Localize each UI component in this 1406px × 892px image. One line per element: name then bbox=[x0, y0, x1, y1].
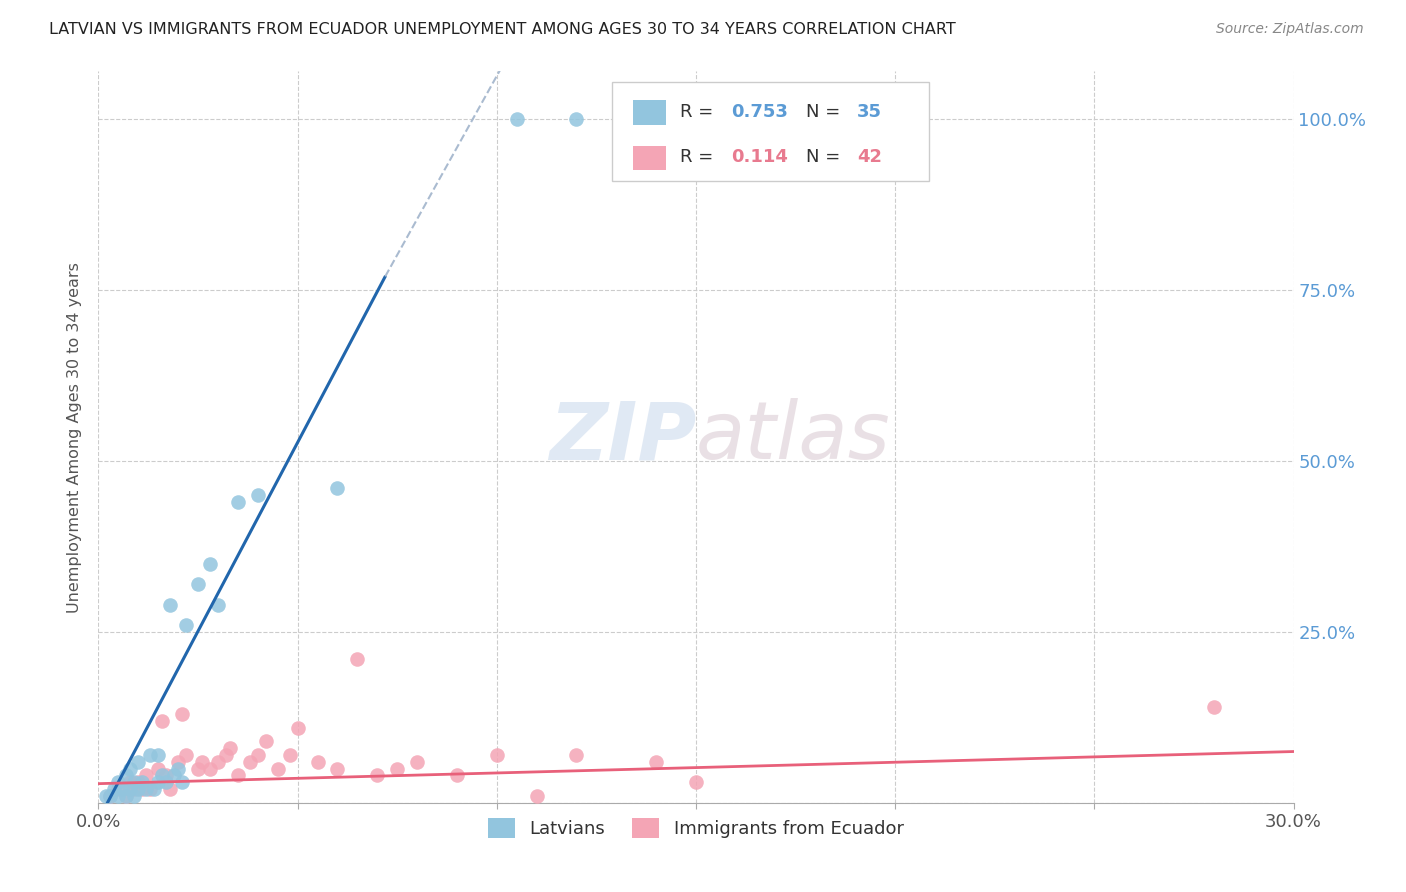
Point bbox=[187, 762, 209, 776]
Point bbox=[159, 782, 181, 797]
Point bbox=[246, 488, 269, 502]
Point bbox=[346, 652, 368, 666]
Point bbox=[150, 768, 173, 782]
Text: Source: ZipAtlas.com: Source: ZipAtlas.com bbox=[1216, 22, 1364, 37]
Point bbox=[326, 481, 349, 495]
Point bbox=[148, 775, 170, 789]
Point bbox=[246, 747, 269, 762]
Point bbox=[226, 768, 249, 782]
Point bbox=[172, 706, 194, 721]
Point bbox=[96, 789, 118, 803]
Point bbox=[103, 782, 125, 797]
Point bbox=[107, 789, 129, 803]
Point bbox=[198, 557, 221, 571]
Point bbox=[150, 714, 173, 728]
Text: N =: N = bbox=[806, 148, 846, 166]
Point bbox=[565, 112, 588, 127]
Point bbox=[127, 782, 149, 797]
Point bbox=[127, 775, 149, 789]
Point bbox=[163, 768, 186, 782]
Point bbox=[565, 747, 588, 762]
Point bbox=[239, 755, 262, 769]
Point bbox=[172, 775, 194, 789]
Point bbox=[446, 768, 468, 782]
Point bbox=[174, 747, 197, 762]
Point bbox=[207, 755, 229, 769]
Point bbox=[98, 789, 122, 803]
Point bbox=[127, 755, 149, 769]
Point bbox=[139, 782, 162, 797]
Point bbox=[198, 762, 221, 776]
Point bbox=[115, 768, 138, 782]
Point bbox=[107, 782, 129, 797]
Point bbox=[526, 789, 548, 803]
Point bbox=[131, 782, 153, 797]
Point bbox=[135, 768, 157, 782]
FancyBboxPatch shape bbox=[613, 82, 929, 181]
Text: R =: R = bbox=[681, 103, 720, 120]
Point bbox=[187, 577, 209, 591]
Point bbox=[685, 775, 707, 789]
Point bbox=[167, 762, 190, 776]
Point bbox=[366, 768, 388, 782]
Point bbox=[645, 755, 668, 769]
Point bbox=[326, 762, 349, 776]
Point bbox=[131, 775, 153, 789]
Point bbox=[124, 782, 146, 797]
Point bbox=[207, 598, 229, 612]
Text: LATVIAN VS IMMIGRANTS FROM ECUADOR UNEMPLOYMENT AMONG AGES 30 TO 34 YEARS CORREL: LATVIAN VS IMMIGRANTS FROM ECUADOR UNEMP… bbox=[49, 22, 956, 37]
Y-axis label: Unemployment Among Ages 30 to 34 years: Unemployment Among Ages 30 to 34 years bbox=[67, 261, 83, 613]
Point bbox=[385, 762, 409, 776]
Point bbox=[226, 495, 249, 509]
Point bbox=[115, 789, 138, 803]
Point bbox=[148, 747, 170, 762]
Point bbox=[174, 618, 197, 632]
Point bbox=[111, 782, 134, 797]
Point bbox=[254, 734, 277, 748]
Point bbox=[98, 789, 122, 803]
Point bbox=[139, 747, 162, 762]
Text: 0.114: 0.114 bbox=[731, 148, 787, 166]
Text: R =: R = bbox=[681, 148, 720, 166]
Point bbox=[1202, 700, 1225, 714]
Point bbox=[155, 768, 177, 782]
Point bbox=[120, 775, 142, 789]
Point bbox=[124, 789, 146, 803]
Point bbox=[307, 755, 329, 769]
Point bbox=[406, 755, 429, 769]
Point bbox=[167, 755, 190, 769]
Point bbox=[506, 112, 529, 127]
Text: 42: 42 bbox=[858, 148, 883, 166]
Point bbox=[155, 775, 177, 789]
FancyBboxPatch shape bbox=[633, 146, 666, 170]
Point bbox=[107, 775, 129, 789]
Point bbox=[135, 782, 157, 797]
Point bbox=[287, 721, 309, 735]
Text: N =: N = bbox=[806, 103, 846, 120]
Point bbox=[278, 747, 301, 762]
FancyBboxPatch shape bbox=[633, 100, 666, 125]
Point bbox=[120, 762, 142, 776]
Text: atlas: atlas bbox=[696, 398, 891, 476]
Point bbox=[159, 598, 181, 612]
Point bbox=[115, 789, 138, 803]
Point bbox=[143, 782, 166, 797]
Point bbox=[485, 747, 508, 762]
Point bbox=[124, 775, 146, 789]
Point bbox=[120, 782, 142, 797]
Text: ZIP: ZIP bbox=[548, 398, 696, 476]
Point bbox=[191, 755, 214, 769]
Text: 0.753: 0.753 bbox=[731, 103, 787, 120]
Point bbox=[219, 741, 242, 756]
Point bbox=[215, 747, 238, 762]
Point bbox=[148, 762, 170, 776]
Legend: Latvians, Immigrants from Ecuador: Latvians, Immigrants from Ecuador bbox=[481, 811, 911, 845]
Text: 35: 35 bbox=[858, 103, 883, 120]
Point bbox=[267, 762, 290, 776]
